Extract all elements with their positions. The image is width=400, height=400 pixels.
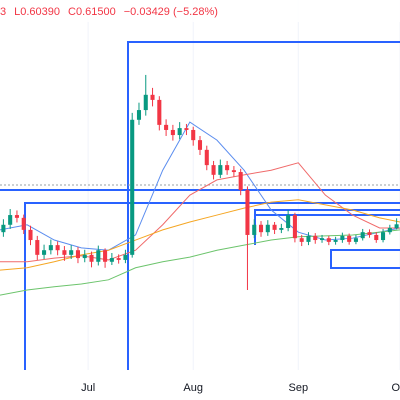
header-value: C0.61500 <box>68 6 116 18</box>
candle-body <box>374 234 379 241</box>
candle-body <box>82 254 87 259</box>
candle-body <box>177 128 182 136</box>
candle-body <box>265 224 270 233</box>
header-value: 3 <box>0 6 6 18</box>
candle-body <box>130 119 135 255</box>
drawn-rectangle <box>127 41 400 370</box>
candle-body <box>279 228 284 230</box>
candle-body <box>204 149 209 166</box>
candle-body <box>320 238 325 241</box>
candle-body <box>272 224 277 230</box>
candle-body <box>347 235 352 242</box>
header-value: L0.60390 <box>14 6 60 18</box>
candle-body <box>8 215 13 225</box>
candle-body <box>238 172 243 191</box>
candle-body <box>306 235 311 242</box>
candles <box>1 74 399 290</box>
header-bg <box>0 0 400 22</box>
candle-body <box>313 235 318 241</box>
candle-body <box>143 94 148 111</box>
x-axis: Jul Aug Sep Oct <box>81 382 400 394</box>
candle-body <box>62 250 67 255</box>
x-tick-label: Sep <box>289 382 309 394</box>
drawn-rectangle <box>330 249 400 269</box>
candle-body <box>381 232 386 241</box>
x-tick-label: Jul <box>81 382 95 394</box>
candle-body <box>231 170 236 173</box>
x-tick-label: Oct <box>391 382 400 394</box>
moving-average <box>0 229 400 296</box>
candle-body <box>299 238 304 242</box>
candle-body <box>326 238 331 242</box>
candle-body <box>96 250 101 262</box>
candle-body <box>252 224 257 235</box>
candle-body <box>387 228 392 233</box>
candle-body <box>292 215 297 239</box>
candle-body <box>286 215 291 229</box>
candle-body <box>35 240 40 255</box>
candle-body <box>116 258 121 260</box>
candle-body <box>136 110 142 120</box>
candle-body <box>394 224 399 229</box>
moving-average <box>0 199 400 271</box>
candle-body <box>21 217 26 230</box>
candle-body <box>28 229 33 241</box>
candle-body <box>360 232 365 239</box>
candle-body <box>353 238 358 242</box>
candle-body <box>170 129 175 136</box>
candle-body <box>103 250 108 262</box>
candle-body <box>258 224 264 233</box>
candle-body <box>42 250 47 255</box>
candle-body <box>245 190 250 235</box>
header: 3 L0.60390 C0.61500 −0.03429 (−5.28%) <box>0 6 218 18</box>
candle-body <box>150 94 155 100</box>
candle-body <box>157 99 162 125</box>
candle-body <box>164 124 169 130</box>
moving-average <box>0 162 400 263</box>
x-tick-label: Aug <box>183 382 203 394</box>
candle-body <box>14 215 19 218</box>
candle-body <box>218 165 223 175</box>
candle-body <box>367 232 372 235</box>
candle-body <box>197 140 203 150</box>
moving-averages <box>0 121 400 296</box>
candle-body <box>89 254 94 262</box>
header-value: −0.03429 (−5.28%) <box>124 6 218 18</box>
candle-body <box>123 254 128 260</box>
candle-body <box>55 245 60 251</box>
candle-body <box>211 165 216 175</box>
candle-body <box>69 250 74 255</box>
candle-body <box>225 165 230 171</box>
candle-body <box>333 240 338 242</box>
candle-body <box>184 128 189 130</box>
candle-body <box>1 224 6 233</box>
candle-body <box>340 235 345 241</box>
drawn-rectangle <box>24 202 400 370</box>
candle-body <box>109 258 114 262</box>
candle-body <box>75 250 80 259</box>
candle-body <box>191 129 196 141</box>
moving-average <box>0 121 400 251</box>
candle-body <box>48 245 53 251</box>
